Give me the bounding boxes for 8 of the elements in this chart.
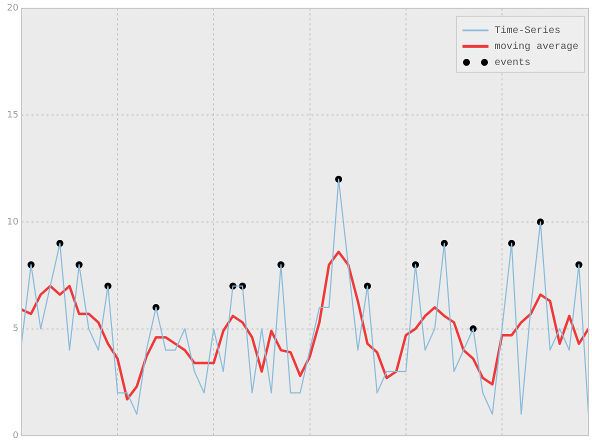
y-tick-label: 5 — [12, 324, 18, 334]
y-tick-label: 20 — [7, 4, 19, 14]
legend-label: events — [494, 58, 530, 70]
y-tick-label: 10 — [7, 217, 19, 228]
y-tick-label: 15 — [7, 110, 18, 121]
y-tick-label: 0 — [12, 430, 19, 441]
legend-label: moving average — [494, 41, 578, 54]
legend-label: Time-Series — [494, 25, 560, 38]
